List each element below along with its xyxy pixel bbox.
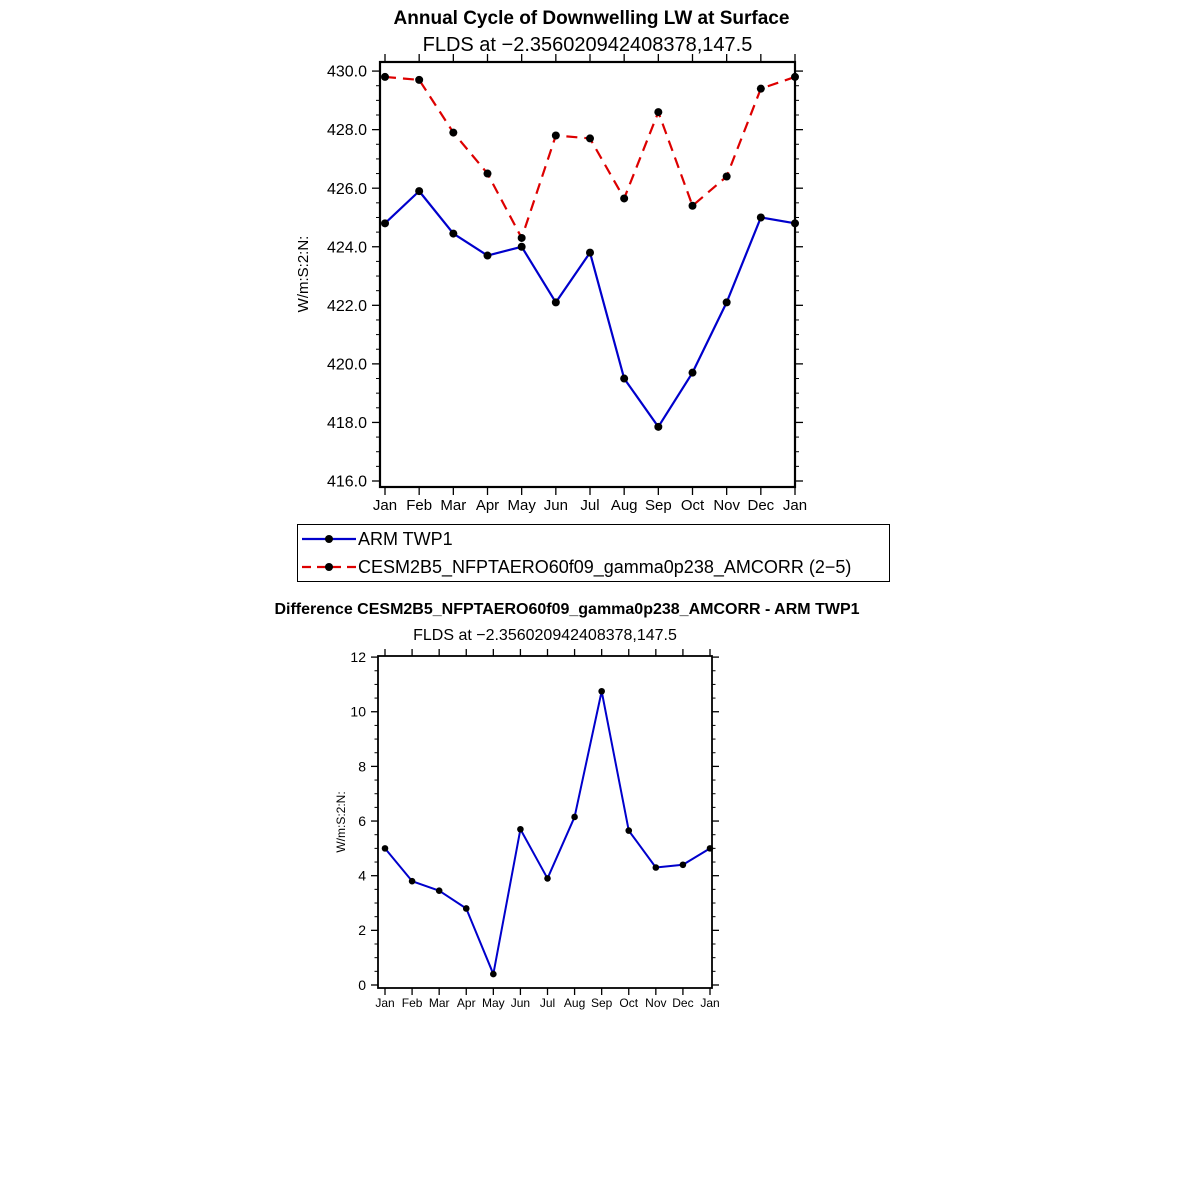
svg-text:Mar: Mar bbox=[429, 996, 450, 1010]
legend-item-arm-twp1: ARM TWP1 bbox=[298, 525, 889, 553]
svg-text:12: 12 bbox=[350, 649, 366, 665]
svg-text:4: 4 bbox=[358, 868, 366, 884]
svg-text:Jun: Jun bbox=[511, 996, 530, 1010]
svg-text:10: 10 bbox=[350, 704, 366, 720]
svg-text:Mar: Mar bbox=[440, 497, 466, 514]
svg-text:Jul: Jul bbox=[580, 497, 599, 514]
svg-text:W/m:S:2:N:: W/m:S:2:N: bbox=[334, 791, 348, 852]
svg-text:Jan: Jan bbox=[700, 996, 719, 1010]
svg-text:Feb: Feb bbox=[402, 996, 423, 1010]
blue-line-sample-icon bbox=[302, 535, 356, 543]
svg-text:May: May bbox=[507, 497, 536, 514]
bottom-chart-subtitle: FLDS at −2.356020942408378,147.5 bbox=[413, 627, 677, 644]
svg-text:420.0: 420.0 bbox=[327, 356, 367, 373]
svg-text:Jun: Jun bbox=[544, 497, 568, 514]
bottom-chart-title: Difference CESM2B5_NFPTAERO60f09_gamma0p… bbox=[274, 601, 860, 618]
svg-text:Sep: Sep bbox=[591, 996, 613, 1010]
svg-text:Dec: Dec bbox=[672, 996, 693, 1010]
svg-text:Apr: Apr bbox=[476, 497, 499, 514]
top-chart-subtitle: FLDS at −2.356020942408378,147.5 bbox=[422, 34, 753, 56]
legend-item-cesm: CESM2B5_NFPTAERO60f09_gamma0p238_AMCORR … bbox=[298, 553, 889, 581]
svg-text:May: May bbox=[482, 996, 505, 1010]
svg-text:426.0: 426.0 bbox=[327, 181, 367, 198]
svg-text:W/m:S:2:N:: W/m:S:2:N: bbox=[295, 236, 312, 313]
top-chart-title: Annual Cycle of Downwelling LW at Surfac… bbox=[393, 8, 790, 29]
svg-text:428.0: 428.0 bbox=[327, 122, 367, 139]
svg-text:418.0: 418.0 bbox=[327, 415, 367, 432]
svg-text:Jan: Jan bbox=[373, 497, 397, 514]
svg-text:Jan: Jan bbox=[783, 497, 807, 514]
red-dashed-line-sample-icon bbox=[302, 563, 356, 571]
svg-text:Aug: Aug bbox=[564, 996, 585, 1010]
svg-text:430.0: 430.0 bbox=[327, 64, 367, 81]
legend-label-cesm: CESM2B5_NFPTAERO60f09_gamma0p238_AMCORR … bbox=[358, 556, 852, 577]
svg-text:Feb: Feb bbox=[406, 497, 432, 514]
svg-text:Jul: Jul bbox=[540, 996, 555, 1010]
svg-text:Aug: Aug bbox=[611, 497, 638, 514]
svg-text:Oct: Oct bbox=[681, 497, 705, 514]
svg-text:6: 6 bbox=[358, 813, 366, 829]
svg-text:Dec: Dec bbox=[747, 497, 774, 514]
bottom-chart: 0 2 4 6 8 10 12 Jan Feb Mar Apr May Jun Jul Aug Sep Oct N… bbox=[334, 649, 720, 1010]
svg-text:Nov: Nov bbox=[713, 497, 740, 514]
svg-text:8: 8 bbox=[358, 758, 366, 774]
svg-text:Nov: Nov bbox=[645, 996, 666, 1010]
svg-text:Jan: Jan bbox=[375, 996, 394, 1010]
svg-text:0: 0 bbox=[358, 977, 366, 993]
svg-text:424.0: 424.0 bbox=[327, 239, 367, 256]
svg-text:422.0: 422.0 bbox=[327, 298, 367, 315]
svg-text:416.0: 416.0 bbox=[327, 474, 367, 491]
top-chart: 416.0 418.0 420.0 422.0 424.0 426.0 428.0 430.0… bbox=[295, 54, 807, 514]
svg-text:2: 2 bbox=[358, 922, 366, 938]
svg-text:Apr: Apr bbox=[457, 996, 476, 1010]
svg-text:Oct: Oct bbox=[619, 996, 638, 1010]
svg-text:Sep: Sep bbox=[645, 497, 672, 514]
legend: ARM TWP1 CESM2B5_NFPTAERO60f09_gamma0p23… bbox=[297, 524, 890, 582]
legend-label-arm-twp1: ARM TWP1 bbox=[358, 528, 453, 549]
